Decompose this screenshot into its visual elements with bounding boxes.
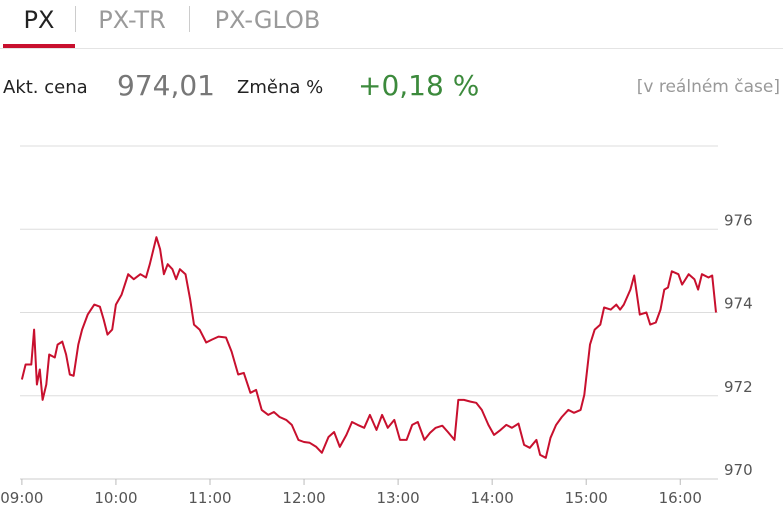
x-tick-label: 14:00 [471,489,514,507]
x-tick-label: 10:00 [94,489,137,507]
price-line [20,236,717,459]
tab-separator [189,6,190,32]
tab-separator [75,6,76,32]
x-tick-label: 15:00 [565,489,608,507]
x-tick-label: 11:00 [188,489,231,507]
x-tick-label: 16:00 [659,489,702,507]
price: 974,01 [117,69,215,102]
change: +0,18 % [358,69,480,102]
y-tick-label: 972 [724,378,753,396]
realtime-note: [v reálném čase] [636,77,780,97]
x-tick-label: 12:00 [282,489,325,507]
y-tick-label: 974 [724,295,753,313]
x-tick-label: 09:00 [0,489,43,507]
tab[interactable]: PX-TR [98,6,166,34]
divider [0,48,783,49]
change-label: Změna % [237,77,324,98]
price-label: Akt. cena [3,77,88,98]
tab[interactable]: PX-GLOB [214,6,321,34]
x-tick-label: 13:00 [376,489,419,507]
tab[interactable]: PX [3,2,75,48]
y-tick-label: 970 [724,461,753,479]
y-tick-label: 976 [724,211,753,229]
